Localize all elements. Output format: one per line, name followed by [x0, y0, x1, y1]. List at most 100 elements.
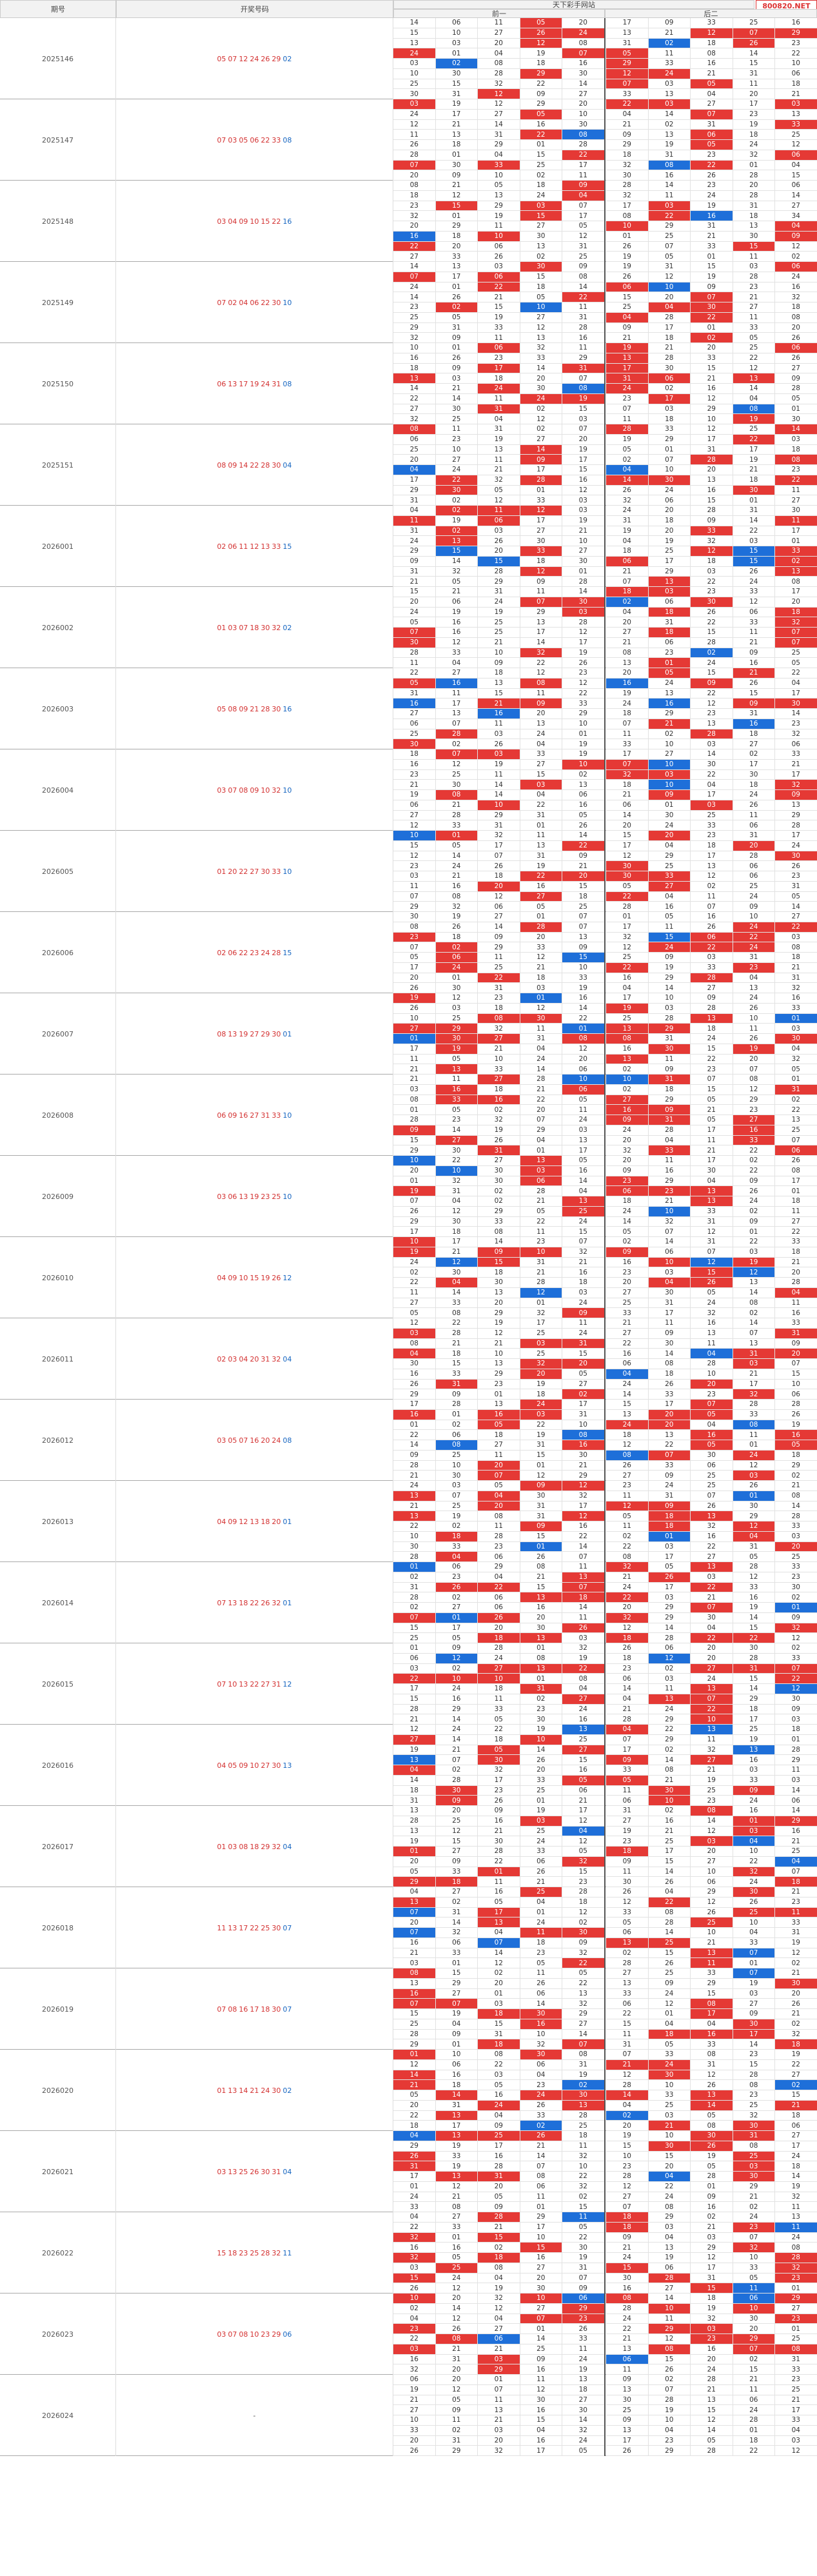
draw-number: 03	[228, 1355, 237, 1363]
draw-number: 31	[272, 2168, 281, 2176]
grid-cell: 15	[562, 953, 605, 963]
grid-cell: 21	[478, 637, 520, 648]
grid-cell: 13	[435, 1064, 478, 1075]
grid-cell: 06	[691, 130, 733, 140]
grid-cell: 05	[648, 912, 691, 922]
grid-cell: 16	[733, 658, 775, 668]
grid-cell: 08	[435, 790, 478, 800]
grid-cell: 24	[393, 2192, 436, 2203]
grid-cell: 28	[648, 1633, 691, 1643]
grid-cell: 10	[435, 1165, 478, 1176]
grid-cell: 27	[775, 495, 817, 506]
grid-cell: 23	[775, 465, 817, 475]
grid-cell: 25	[562, 252, 605, 262]
grid-cell: 20	[562, 99, 605, 110]
grid-cell: 23	[691, 181, 733, 191]
draw-number: 24	[261, 949, 270, 957]
grid-cell: 29	[648, 973, 691, 984]
grid-cell: 17	[606, 1745, 649, 1756]
grid-cell: 22	[775, 668, 817, 679]
grid-cell: 28	[520, 922, 562, 933]
grid-cell: 25	[691, 1917, 733, 1928]
grid-cell: 09	[775, 1704, 817, 1715]
grid-cell: 03	[393, 59, 436, 69]
grid-cell: 33	[775, 1653, 817, 1664]
grid-cell: 17	[775, 2405, 817, 2415]
grid-cell: 07	[393, 942, 436, 953]
grid-cell: 13	[393, 1511, 436, 1521]
grid-cell: 21	[478, 465, 520, 475]
grid-cell: 09	[393, 556, 436, 567]
grid-cell: 13	[775, 1115, 817, 1125]
grid-cell: 31	[520, 1440, 562, 1451]
grid-cell: 22	[775, 922, 817, 933]
grid-cell: 30	[606, 861, 649, 871]
grid-cell: 28	[478, 1643, 520, 1654]
grid-cell: 05	[435, 1633, 478, 1643]
grid-cell: 29	[562, 2009, 605, 2019]
grid-cell: 20	[520, 709, 562, 719]
grid-cell: 31	[435, 2435, 478, 2446]
grid-cell: 26	[520, 2131, 562, 2141]
grid-cell: 25	[733, 18, 775, 28]
grid-cell: 31	[775, 2354, 817, 2365]
grid-cell: 29	[520, 99, 562, 110]
grid-cell: 22	[606, 1338, 649, 1349]
grid-cell: 05	[733, 2273, 775, 2284]
grid-cell: 19	[435, 912, 478, 922]
grid-cell: 05	[562, 810, 605, 821]
grid-cell: 13	[733, 1338, 775, 1349]
grid-cell: 04	[478, 2313, 520, 2324]
grid-cell: 19	[562, 2070, 605, 2081]
grid-cell: 01	[691, 252, 733, 262]
draw: 07 08 16 17 18 30 07	[116, 1968, 393, 2050]
grid-cell: 29	[435, 221, 478, 232]
grid-cell: 22	[562, 1958, 605, 1968]
grid-cell: 03	[648, 1267, 691, 1278]
grid-cell: 28	[691, 1003, 733, 1014]
grid-cell: 15	[393, 840, 436, 851]
grid-cell: 12	[606, 2070, 649, 2081]
grid-cell: 16	[562, 475, 605, 486]
grid-cell: 05	[648, 1562, 691, 1572]
grid-cell: 11	[478, 1450, 520, 1461]
draw: 05 08 09 21 28 30 16	[116, 668, 393, 749]
grid-cell: 32	[562, 2425, 605, 2436]
grid-cell: 11	[478, 2395, 520, 2406]
grid-cell: 01	[648, 1531, 691, 1542]
grid-cell: 03	[562, 607, 605, 618]
draw-number: 23	[239, 2249, 248, 2257]
grid-cell: 22	[733, 1633, 775, 1643]
grid-cell: 16	[606, 1044, 649, 1055]
grid-cell: 30	[562, 68, 605, 79]
grid-cell: 17	[393, 1684, 436, 1694]
grid-cell: 31	[435, 322, 478, 333]
grid-cell: 26	[478, 1135, 520, 1146]
grid-cell: 32	[562, 1491, 605, 1501]
grid-cell: 16	[562, 1765, 605, 1776]
grid-cell: 24	[478, 597, 520, 608]
grid-cell: 29	[435, 1024, 478, 1034]
grid-cell: 17	[520, 628, 562, 638]
grid-cell: 17	[775, 587, 817, 597]
draw-number: 22	[239, 867, 248, 876]
draw-number: 02	[217, 542, 226, 551]
grid-cell: 04	[393, 465, 436, 475]
grid-cell: 16	[520, 119, 562, 130]
grid-cell: 25	[606, 953, 649, 963]
grid-cell: 08	[562, 1674, 605, 1684]
grid-cell: 21	[775, 2009, 817, 2019]
grid-cell: 08	[733, 2141, 775, 2152]
grid-cell: 32	[606, 932, 649, 943]
draw-number: 30	[272, 2005, 281, 2014]
grid-cell: 22	[691, 1633, 733, 1643]
draw-number: 10	[250, 1761, 259, 1770]
grid-cell: 19	[520, 861, 562, 871]
grid-cell: 23	[393, 201, 436, 212]
grid-cell: 23	[562, 2313, 605, 2324]
grid-cell: 31	[562, 363, 605, 374]
grid-cell: 31	[775, 1928, 817, 1938]
grid-cell: 24	[733, 1796, 775, 1806]
grid-cell: 19	[733, 1257, 775, 1268]
grid-cell: 20	[393, 455, 436, 465]
